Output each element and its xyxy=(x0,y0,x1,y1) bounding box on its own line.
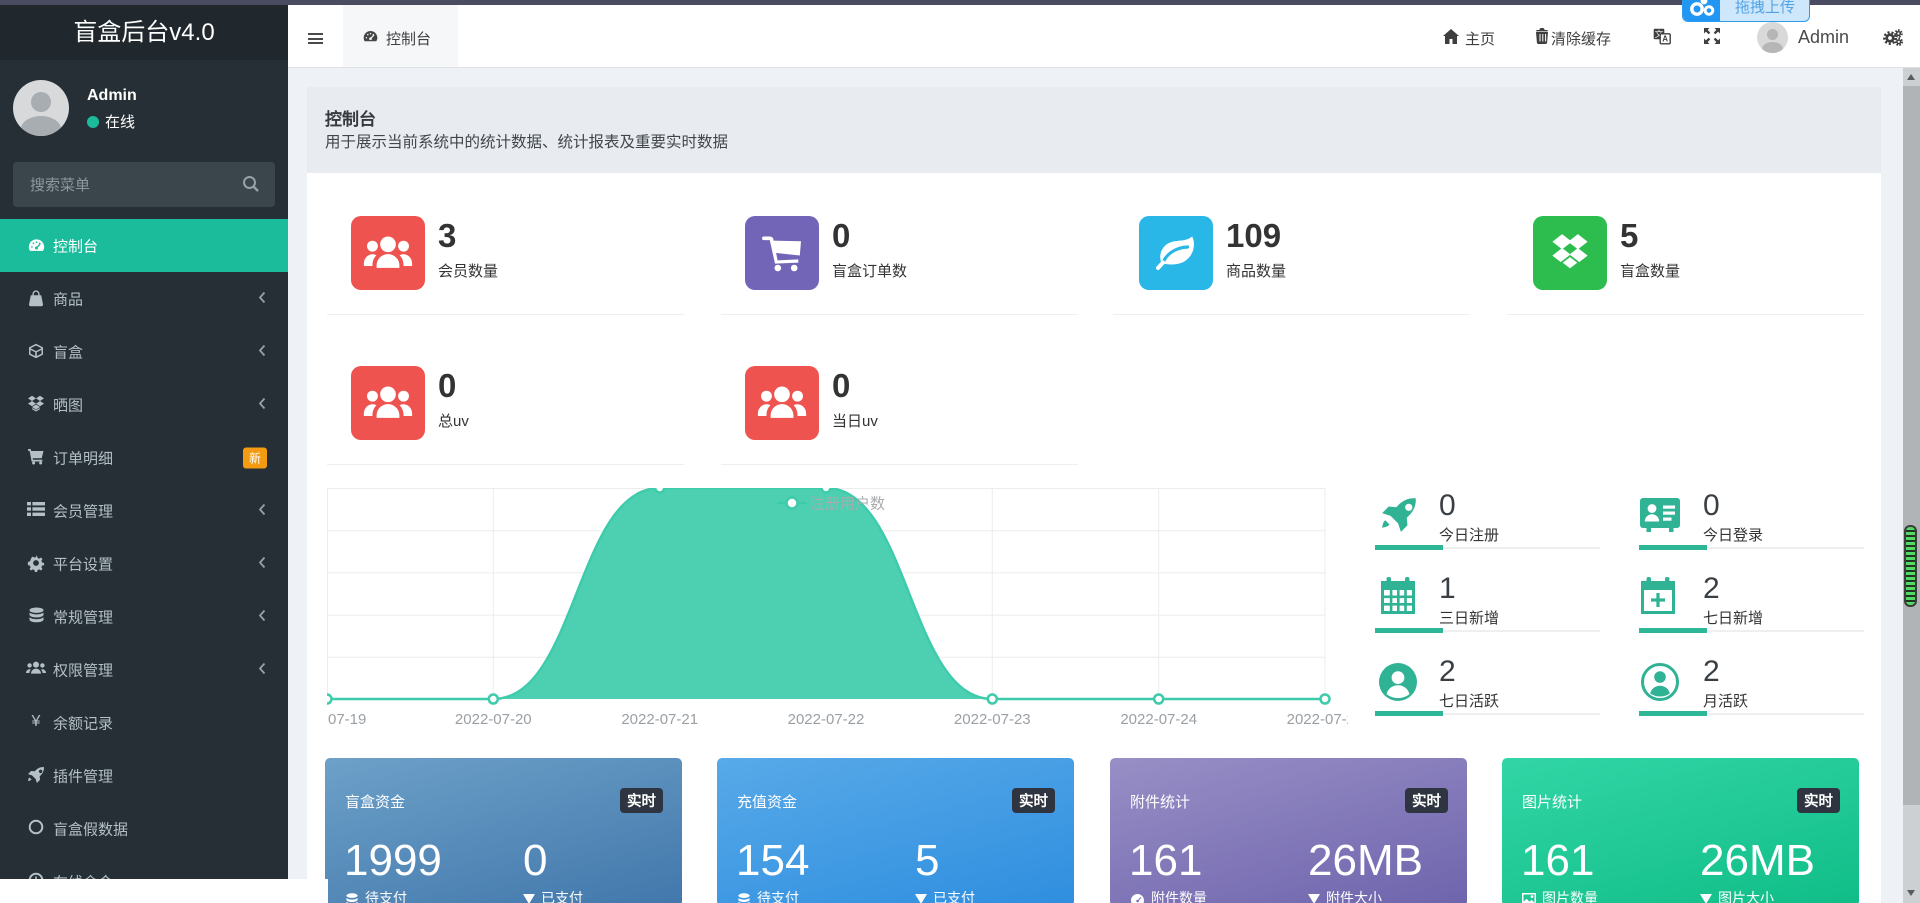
svg-text:2022-07-20: 2022-07-20 xyxy=(455,711,532,728)
svg-text:2022-07-22: 2022-07-22 xyxy=(788,711,865,728)
svg-text:文: 文 xyxy=(1655,29,1664,39)
svg-text:A: A xyxy=(1662,35,1668,44)
svg-text:2022-07-23: 2022-07-23 xyxy=(954,711,1031,728)
svg-text:2022-07-21: 2022-07-21 xyxy=(621,711,698,728)
svg-text:2022-07-25: 2022-07-25 xyxy=(1287,711,1348,728)
svg-text:注册用户数: 注册用户数 xyxy=(810,496,885,513)
svg-text:2022-07-24: 2022-07-24 xyxy=(1120,711,1197,728)
svg-text:07-19: 07-19 xyxy=(328,711,366,728)
